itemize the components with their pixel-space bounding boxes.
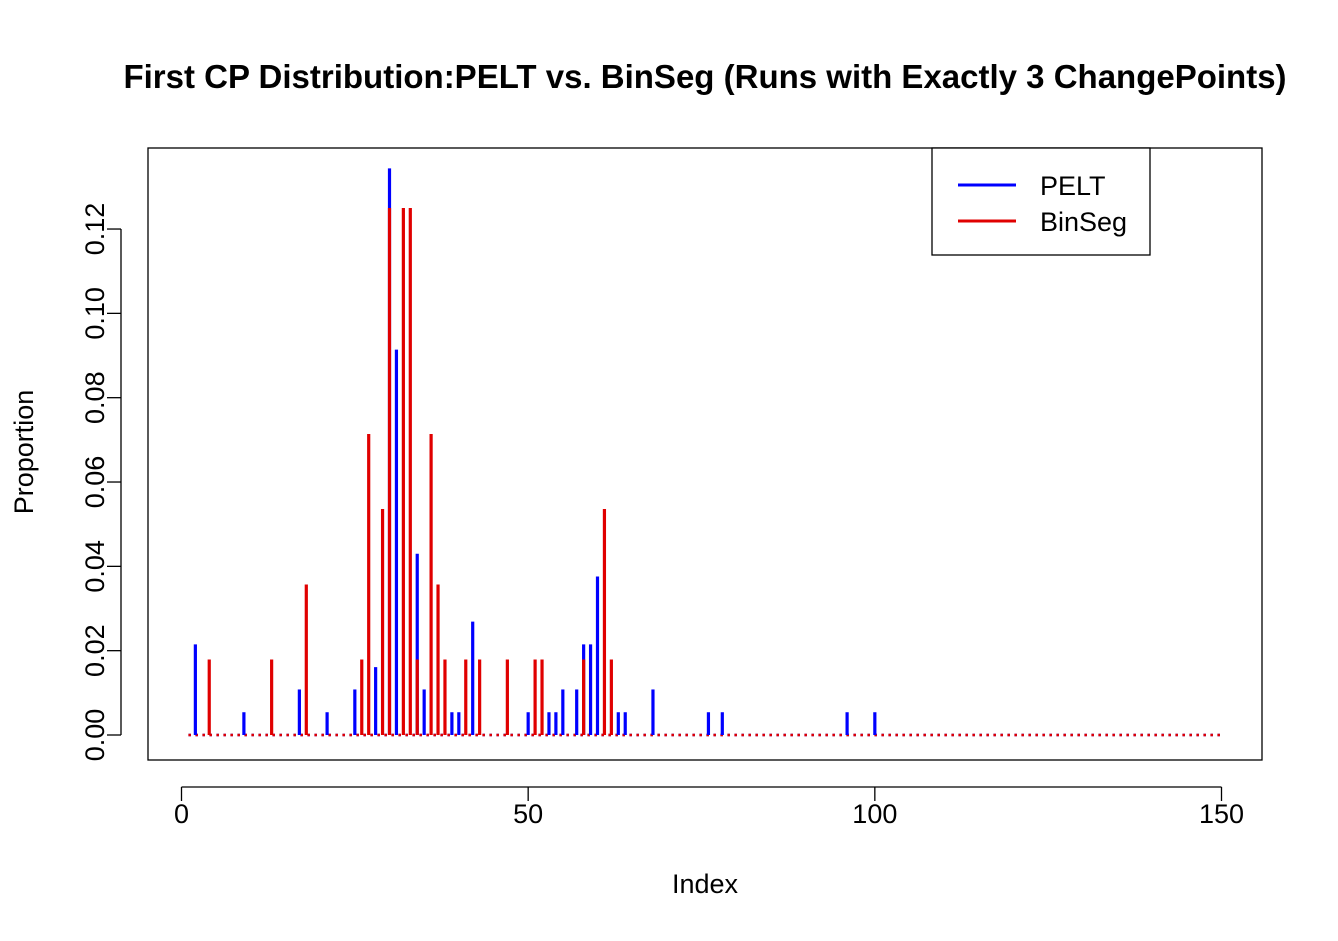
legend: PELT BinSeg xyxy=(931,147,1151,256)
y-tick-label-3: 0.06 xyxy=(80,456,110,509)
y-tick-label-0: 0.00 xyxy=(80,709,110,762)
y-tick-label-6: 0.12 xyxy=(80,203,110,256)
legend-pelt-label: PELT xyxy=(1040,171,1106,201)
chart-title: First CP Distribution:PELT vs. BinSeg (R… xyxy=(123,58,1286,95)
x-axis-label: Index xyxy=(672,869,739,899)
y-tick-label-5: 0.10 xyxy=(80,287,110,340)
bars-layer xyxy=(193,168,877,735)
x-tick-label-0: 0 xyxy=(174,799,189,829)
x-tick-label-3: 150 xyxy=(1199,799,1244,829)
x-tick-label-2: 100 xyxy=(852,799,897,829)
y-axis-label: Proportion xyxy=(9,390,39,515)
y-tick-label-4: 0.08 xyxy=(80,371,110,424)
y-tick-label-1: 0.02 xyxy=(80,624,110,677)
plot-frame xyxy=(147,147,1263,761)
y-axis: 0.00 0.02 0.04 0.06 0.08 0.10 0.12 xyxy=(80,203,122,762)
x-axis: 0 50 100 150 xyxy=(174,786,1244,829)
legend-box xyxy=(931,147,1151,256)
legend-binseg-label: BinSeg xyxy=(1040,207,1127,237)
x-tick-label-1: 50 xyxy=(513,799,543,829)
y-tick-label-2: 0.04 xyxy=(80,540,110,593)
